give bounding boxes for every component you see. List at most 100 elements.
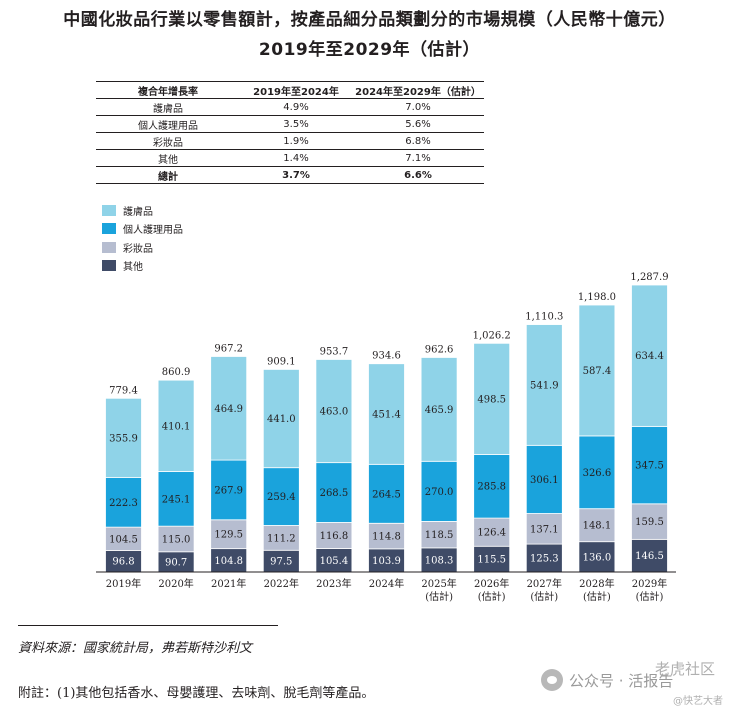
cagr-cell: 3.7% bbox=[240, 166, 352, 184]
source-note: 資料來源：國家統計局，弗若斯特沙利文 bbox=[18, 641, 253, 656]
data-label-others: 136.0 bbox=[583, 552, 612, 563]
bar-segment-skincare bbox=[210, 356, 248, 461]
data-label-others: 104.8 bbox=[214, 556, 243, 567]
footnote-divider bbox=[18, 625, 278, 626]
data-label-personal-care: 326.6 bbox=[583, 468, 612, 479]
cagr-header-period-1: 2019年至2024年 bbox=[240, 81, 352, 99]
legend-swatch-others bbox=[102, 260, 116, 272]
bar-segment-cosmetics bbox=[368, 522, 405, 550]
watermark: 公众号 · 活报告 bbox=[541, 669, 673, 691]
bar-segment-personal-care bbox=[578, 435, 616, 510]
wechat-icon bbox=[541, 669, 563, 691]
data-label-skincare: 464.9 bbox=[214, 404, 243, 415]
bar-segment-skincare bbox=[631, 284, 668, 427]
data-label-personal-care: 222.3 bbox=[109, 498, 138, 509]
bar-segment-personal-care bbox=[631, 425, 668, 505]
bar-segment-personal-care bbox=[262, 467, 300, 526]
data-label-skincare: 463.0 bbox=[320, 407, 349, 418]
bar-segment-skincare bbox=[368, 363, 405, 465]
chart-subtitle: 2019年至2029年（估計） bbox=[258, 40, 481, 60]
data-label-skincare: 355.9 bbox=[109, 433, 138, 444]
cagr-cell: 其他 bbox=[96, 149, 240, 167]
total-label: 909.1 bbox=[267, 356, 296, 367]
x-tick-label: 2027年 bbox=[527, 577, 562, 590]
chart-title: 中國化妝品行業以零售額計，按產品細分品類劃分的市場規模（人民幣十億元） bbox=[63, 10, 676, 30]
bar-segment-personal-care bbox=[210, 459, 248, 521]
data-label-skincare: 498.5 bbox=[477, 394, 506, 405]
total-label: 934.6 bbox=[372, 351, 401, 362]
bar-segment-personal-care bbox=[315, 462, 353, 523]
cagr-cell: 彩妝品 bbox=[96, 132, 240, 150]
legend-label-cosmetics: 彩妝品 bbox=[123, 243, 153, 255]
x-tick-label: 2024年 bbox=[369, 577, 404, 590]
chart-legend: 護膚品 個人護理用品 彩妝品 其他 bbox=[102, 201, 183, 275]
legend-label-skincare: 護膚品 bbox=[123, 206, 153, 218]
total-label: 860.9 bbox=[162, 367, 191, 378]
legend-label-personal-care: 個人護理用品 bbox=[123, 225, 183, 237]
total-label: 962.6 bbox=[425, 344, 454, 355]
data-label-others: 146.5 bbox=[635, 551, 664, 562]
data-label-cosmetics: 137.1 bbox=[530, 524, 559, 535]
data-label-cosmetics: 111.2 bbox=[267, 533, 296, 544]
data-label-personal-care: 268.5 bbox=[320, 488, 349, 499]
data-label-personal-care: 347.5 bbox=[635, 461, 664, 472]
data-label-cosmetics: 159.5 bbox=[635, 517, 664, 528]
cagr-cell: 4.9% bbox=[240, 98, 352, 116]
bar-segment-cosmetics bbox=[578, 508, 616, 543]
data-label-cosmetics: 129.5 bbox=[214, 530, 243, 541]
cagr-row-total: 總計 3.7% 6.6% bbox=[96, 166, 484, 184]
cagr-cell: 6.6% bbox=[352, 166, 484, 184]
legend-item-others: 其他 bbox=[102, 257, 183, 276]
legend-swatch-personal-care bbox=[102, 223, 116, 235]
bar-segment-cosmetics bbox=[631, 503, 668, 540]
x-tick-label: 2029年 bbox=[632, 577, 667, 590]
data-label-cosmetics: 104.5 bbox=[109, 534, 138, 545]
x-tick-label: 2022年 bbox=[264, 577, 299, 590]
bar-segment-skincare bbox=[262, 369, 300, 469]
data-label-others: 115.5 bbox=[477, 555, 506, 566]
cagr-table: 複合年增長率 2019年至2024年 2024年至2029年（估計） 護膚品 4… bbox=[96, 81, 484, 184]
cagr-cell: 護膚品 bbox=[96, 98, 240, 116]
total-label: 1,198.0 bbox=[578, 292, 616, 303]
bar-segment-personal-care bbox=[105, 477, 142, 528]
data-label-cosmetics: 115.0 bbox=[162, 534, 191, 545]
cagr-cell: 5.6% bbox=[352, 115, 484, 133]
data-label-skincare: 634.4 bbox=[635, 351, 664, 362]
legend-item-skincare: 護膚品 bbox=[102, 201, 183, 220]
cagr-row-skincare: 護膚品 4.9% 7.0% bbox=[96, 98, 484, 116]
cagr-cell: 個人護理用品 bbox=[96, 115, 240, 133]
bar-segment-personal-care bbox=[157, 471, 195, 527]
x-tick-note: (估計) bbox=[530, 590, 558, 603]
data-label-others: 108.3 bbox=[425, 555, 454, 566]
cagr-cell: 1.4% bbox=[240, 149, 352, 167]
cagr-cell: 3.5% bbox=[240, 115, 352, 133]
bar-segment-cosmetics bbox=[157, 525, 195, 553]
data-label-others: 90.7 bbox=[165, 557, 187, 568]
bar-segment-skincare bbox=[578, 304, 616, 437]
x-tick-label: 2021年 bbox=[211, 577, 246, 590]
legend-item-cosmetics: 彩妝品 bbox=[102, 238, 183, 257]
total-label: 967.2 bbox=[214, 343, 243, 354]
data-label-others: 105.4 bbox=[320, 556, 349, 567]
data-label-skincare: 587.4 bbox=[583, 366, 612, 377]
bar-segment-skincare bbox=[525, 324, 563, 446]
legend-swatch-cosmetics bbox=[102, 241, 116, 253]
cagr-cell: 7.1% bbox=[352, 149, 484, 167]
x-tick-label: 2026年 bbox=[474, 577, 509, 590]
bar-segment-cosmetics bbox=[420, 521, 458, 549]
x-tick-label: 2023年 bbox=[316, 577, 351, 590]
data-label-personal-care: 285.8 bbox=[477, 482, 506, 493]
x-tick-label: 2028年 bbox=[579, 577, 614, 590]
bar-segment-skincare bbox=[420, 357, 458, 462]
cagr-header-period-2: 2024年至2029年（估計） bbox=[352, 81, 484, 99]
watermark-small: @快艺大者 bbox=[673, 696, 723, 707]
legend-item-personal-care: 個人護理用品 bbox=[102, 220, 183, 239]
data-label-personal-care: 270.0 bbox=[425, 487, 454, 498]
bar-segment-cosmetics bbox=[262, 525, 300, 551]
x-tick-label: 2025年 bbox=[421, 577, 456, 590]
bar-segment-personal-care bbox=[420, 460, 458, 522]
bar-segment-skincare bbox=[473, 342, 511, 455]
x-tick-label: 2019年 bbox=[106, 577, 141, 590]
data-label-personal-care: 245.1 bbox=[162, 494, 191, 505]
watermark-label: 公众号 · 活报告 bbox=[569, 671, 674, 690]
